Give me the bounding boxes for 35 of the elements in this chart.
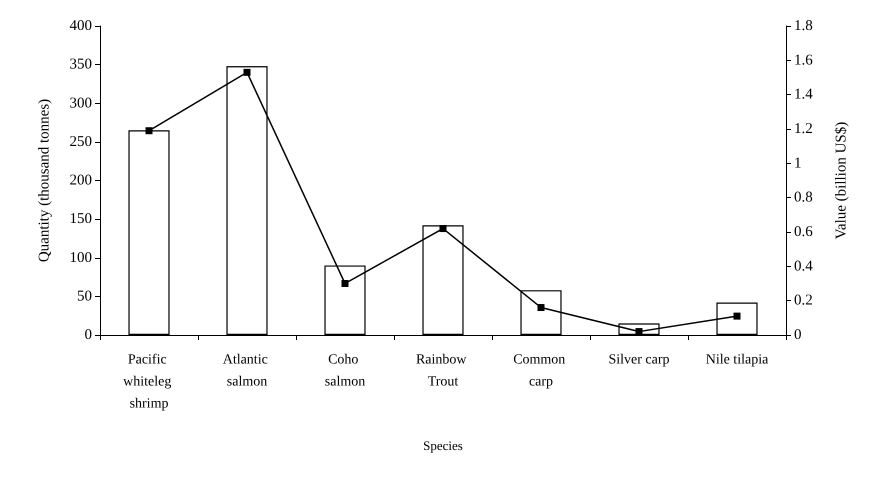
x-tick-label: Atlantic salmon xyxy=(222,352,272,390)
x-tick-label: Pacific whiteleg shrimp xyxy=(123,352,175,412)
y2-tick-label: 1.6 xyxy=(794,52,814,68)
y-tick-label: 250 xyxy=(70,134,92,150)
y-tick-label: 300 xyxy=(70,95,92,112)
y-tick-label: 50 xyxy=(77,288,92,304)
point xyxy=(244,68,250,76)
y-tick-label: 150 xyxy=(70,211,92,228)
y2-tick-label: 1.2 xyxy=(794,121,813,137)
y2-tick-label: 0.4 xyxy=(794,258,814,274)
y2-tick-label: 0 xyxy=(794,327,802,343)
x-tick-label: Silver carp xyxy=(608,352,670,368)
y-tick-label: 400 xyxy=(70,18,92,34)
y-tick-label: 200 xyxy=(70,172,92,188)
point xyxy=(734,312,740,320)
x-tick-label: Rainbow Trout xyxy=(416,352,470,390)
y-tick-label: 0 xyxy=(84,327,92,343)
point xyxy=(538,304,544,312)
x-tick-label: Coho salmon xyxy=(324,352,366,390)
point xyxy=(146,127,152,134)
x-tick-label: Nile tilapia xyxy=(706,352,770,368)
point xyxy=(440,225,446,232)
y-tick-label: 100 xyxy=(70,250,92,266)
y-tick-label: 350 xyxy=(70,56,92,73)
x-axis-title: Species xyxy=(423,438,463,453)
y2-tick-label: 0.6 xyxy=(794,224,814,240)
y2-tick-label: 1.4 xyxy=(794,86,814,103)
x-tick-label: Common carp xyxy=(513,352,569,390)
y-axis-title: Quantity (thousand tonnes) xyxy=(36,98,52,262)
y2-tick-label: 1 xyxy=(794,155,802,172)
y2-axis-title: Value (billion US$) xyxy=(834,122,850,240)
point xyxy=(342,280,348,287)
y2-tick-label: 1.8 xyxy=(794,18,813,34)
y2-tick-label: 0.2 xyxy=(794,292,813,309)
y2-tick-label: 0.8 xyxy=(794,190,813,206)
